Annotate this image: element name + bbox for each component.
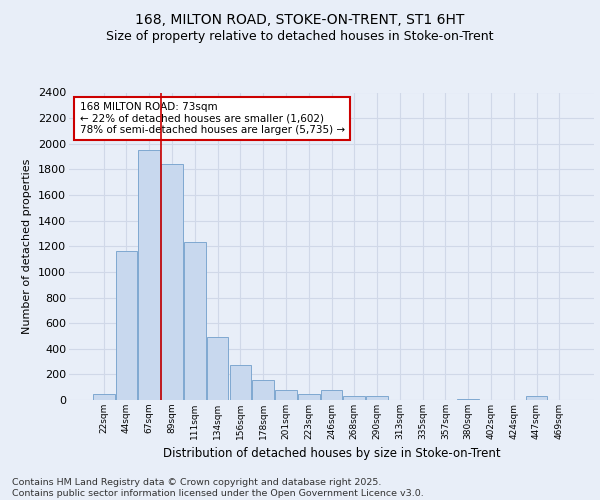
Bar — [230, 366, 251, 400]
Text: Size of property relative to detached houses in Stoke-on-Trent: Size of property relative to detached ho… — [106, 30, 494, 43]
Bar — [526, 396, 547, 400]
Bar — [320, 390, 343, 400]
Y-axis label: Number of detached properties: Number of detached properties — [22, 158, 32, 334]
X-axis label: Distribution of detached houses by size in Stoke-on-Trent: Distribution of detached houses by size … — [163, 448, 500, 460]
Bar — [93, 394, 115, 400]
Bar — [139, 150, 160, 400]
Text: 168 MILTON ROAD: 73sqm
← 22% of detached houses are smaller (1,602)
78% of semi-: 168 MILTON ROAD: 73sqm ← 22% of detached… — [79, 102, 344, 135]
Bar — [116, 252, 137, 400]
Text: Contains HM Land Registry data © Crown copyright and database right 2025.
Contai: Contains HM Land Registry data © Crown c… — [12, 478, 424, 498]
Bar — [275, 390, 297, 400]
Bar — [343, 396, 365, 400]
Text: 168, MILTON ROAD, STOKE-ON-TRENT, ST1 6HT: 168, MILTON ROAD, STOKE-ON-TRENT, ST1 6H… — [136, 12, 464, 26]
Bar — [207, 337, 229, 400]
Bar — [253, 380, 274, 400]
Bar — [161, 164, 183, 400]
Bar — [366, 396, 388, 400]
Bar — [457, 398, 479, 400]
Bar — [184, 242, 206, 400]
Bar — [298, 394, 320, 400]
